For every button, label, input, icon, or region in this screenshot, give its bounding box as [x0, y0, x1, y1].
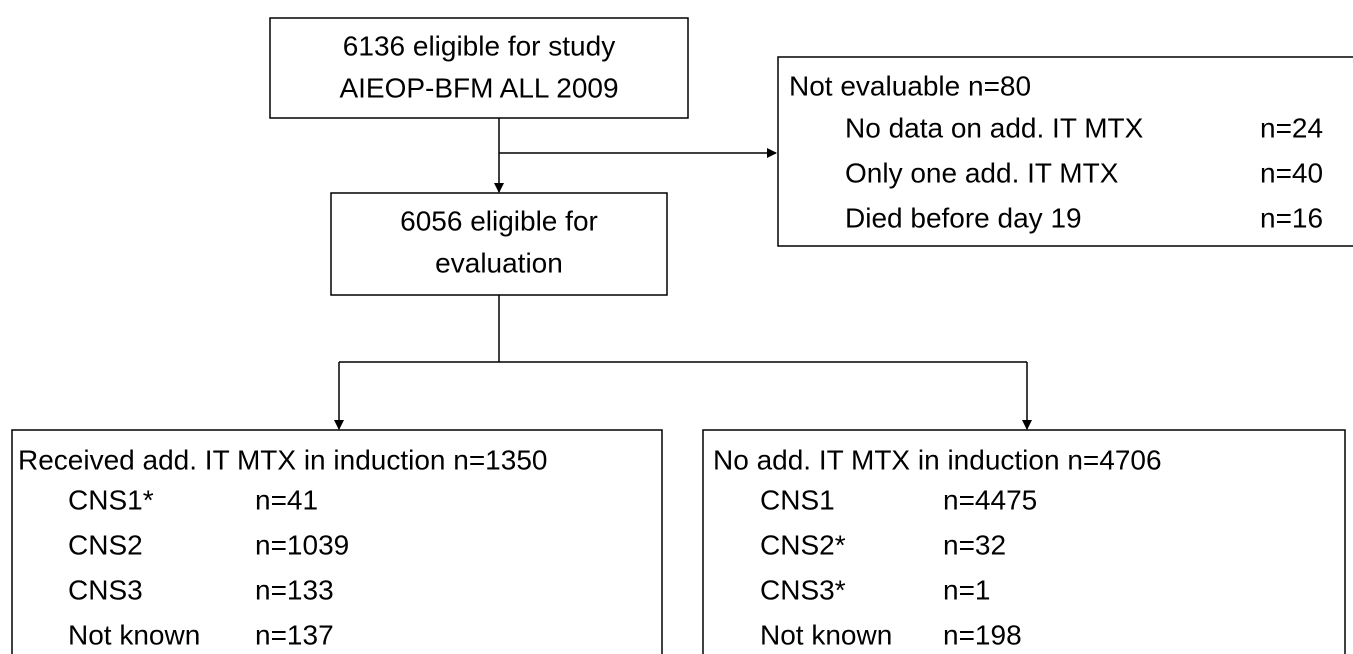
- group-count: n=1039: [255, 529, 349, 560]
- group-label: CNS3: [68, 574, 143, 605]
- exclusion-label: No data on add. IT MTX: [845, 112, 1144, 143]
- group-label: CNS2: [68, 529, 143, 560]
- box-text: 6056 eligible for: [400, 205, 598, 236]
- group-count: n=32: [943, 529, 1006, 560]
- exclusion-count: n=40: [1260, 157, 1323, 188]
- group-label: CNS1: [760, 484, 835, 515]
- exclusion-title: Not evaluable n=80: [789, 70, 1031, 101]
- group-box: [702, 429, 1346, 654]
- box-text: AIEOP-BFM ALL 2009: [339, 72, 618, 103]
- exclusion-count: n=16: [1260, 202, 1323, 233]
- group-box: [11, 429, 663, 654]
- group-label: Not known: [760, 619, 892, 650]
- box-text: evaluation: [435, 247, 563, 278]
- group-title: No add. IT MTX in induction n=4706: [713, 444, 1162, 475]
- group-count: n=198: [943, 619, 1022, 650]
- group-count: n=1: [943, 574, 991, 605]
- group-label: CNS2*: [760, 529, 846, 560]
- exclusion-label: Only one add. IT MTX: [845, 157, 1119, 188]
- top-box: [269, 17, 689, 119]
- group-count: n=41: [255, 484, 318, 515]
- exclusion-count: n=24: [1260, 112, 1323, 143]
- group-title: Received add. IT MTX in induction n=1350: [18, 444, 547, 475]
- group-count: n=4475: [943, 484, 1037, 515]
- middle-box: [330, 192, 668, 296]
- box-text: 6136 eligible for study: [343, 30, 615, 61]
- group-count: n=137: [255, 619, 334, 650]
- group-label: CNS1*: [68, 484, 154, 515]
- exclusion-label: Died before day 19: [845, 202, 1082, 233]
- group-label: CNS3*: [760, 574, 846, 605]
- group-label: Not known: [68, 619, 200, 650]
- group-count: n=133: [255, 574, 334, 605]
- exclusion-box: [777, 56, 1353, 247]
